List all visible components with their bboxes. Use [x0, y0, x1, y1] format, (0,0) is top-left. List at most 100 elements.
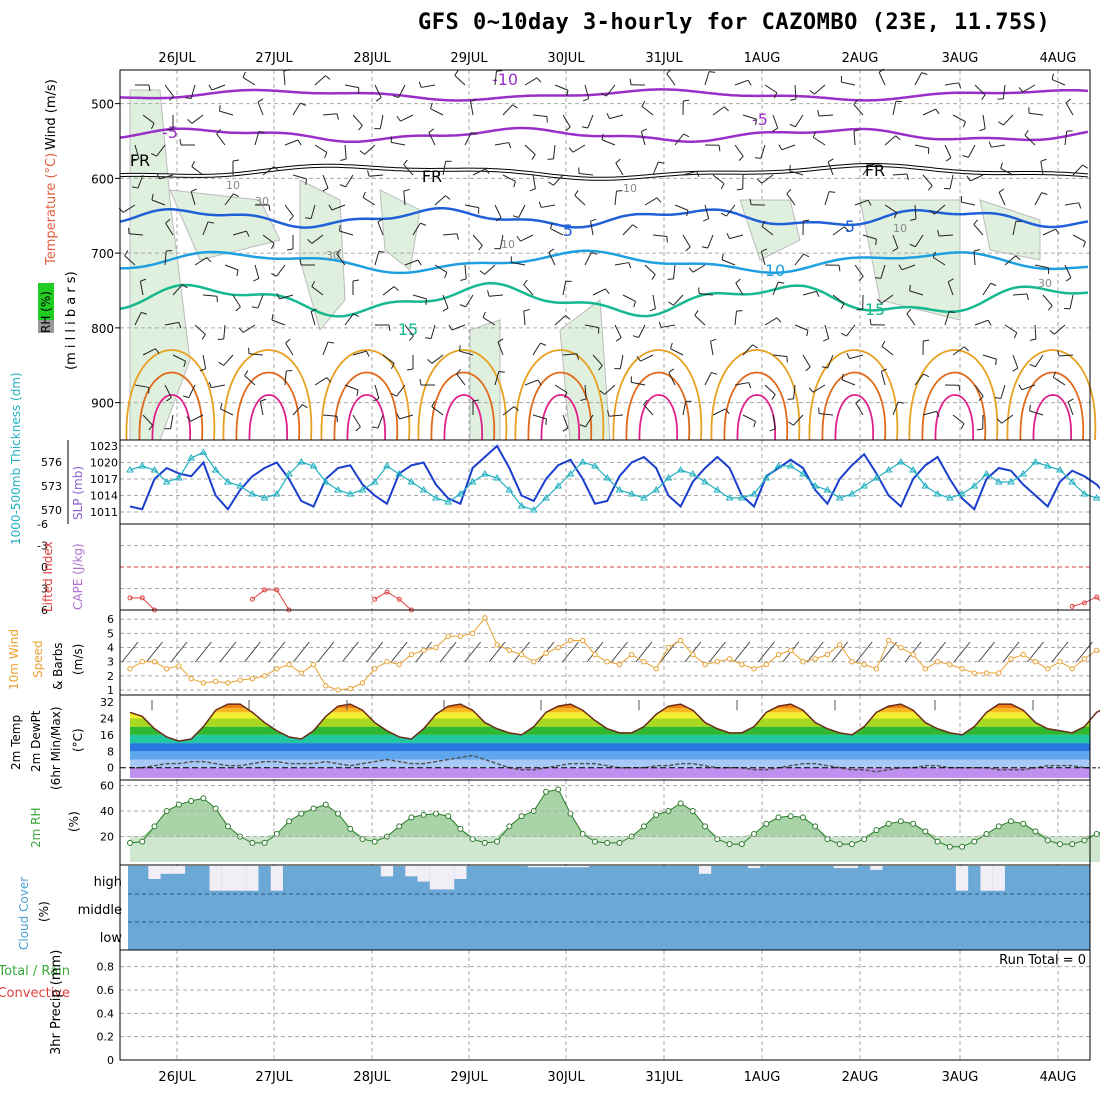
rh2m-point — [420, 811, 427, 818]
wind10-point — [604, 658, 610, 665]
wind-barb-flag — [508, 142, 512, 149]
wind-barb — [139, 281, 144, 296]
wind-barb — [734, 144, 744, 157]
contour-label: -5 — [162, 123, 178, 142]
wind-barb-flag — [391, 392, 397, 397]
wind-barb — [1064, 264, 1072, 278]
wind-barb — [550, 228, 564, 236]
wind-barb-flag — [182, 395, 190, 399]
wind-barb — [605, 84, 616, 97]
wind-barb-flag — [199, 368, 206, 372]
rh2m-point — [212, 805, 219, 812]
wind-barb — [134, 384, 149, 388]
upper-tick-label: 900 — [91, 397, 114, 411]
wind-barb — [314, 75, 326, 86]
wind-barb-flag — [761, 248, 768, 252]
date-label-bottom: 4AUG — [1040, 1070, 1077, 1085]
wind-barb — [472, 234, 483, 246]
wind-barb-flag — [179, 139, 182, 146]
thickness-point — [774, 462, 783, 469]
cloud-gap — [527, 866, 540, 868]
wind10-point — [1081, 656, 1088, 662]
wind-barb — [794, 324, 809, 331]
wind-barb-flag — [187, 118, 193, 124]
wind-barb — [1029, 112, 1044, 116]
temp2m-ylabel-2: 2m DewPt — [29, 710, 43, 772]
wind-barb — [352, 350, 367, 356]
rh-shade — [379, 189, 421, 271]
wind-barb — [914, 144, 929, 149]
wind-barb — [369, 174, 384, 177]
wind-barb-flag — [979, 128, 986, 132]
wind-barb-flag — [566, 90, 569, 97]
wind10-point — [176, 663, 182, 669]
wind10-barb — [488, 641, 506, 663]
wind-barb — [172, 354, 186, 362]
wind-barb — [878, 72, 886, 86]
wind-barb — [901, 264, 916, 271]
temp2m-ylabels: 2m Temp 2m DewPt (6hr Min/Max) (°C) — [9, 707, 85, 791]
wind-barb-flag — [285, 338, 291, 344]
wind10-ylabels: 10m Wind Speed (m/s) & Barbs — [7, 629, 85, 690]
wind-barb — [430, 108, 444, 116]
upper-tick-label: 600 — [91, 172, 114, 186]
wind-barb-flag — [359, 150, 365, 155]
wind-barb — [845, 324, 856, 337]
rh2m-point — [273, 830, 280, 837]
wind10-point — [164, 666, 170, 672]
wind-barb — [998, 192, 1006, 206]
rh2m-point — [506, 823, 513, 830]
wind-barb-flag — [388, 324, 391, 331]
wind-barb — [202, 294, 217, 297]
rh2m-point — [481, 839, 488, 846]
wind-barb-flag — [656, 197, 662, 203]
wind-barb — [451, 324, 466, 331]
thickness-point — [835, 494, 844, 501]
rh2m-point — [224, 823, 231, 830]
wind-barb — [604, 384, 616, 395]
wind-barb-flag — [754, 157, 761, 159]
wind-barb — [682, 401, 687, 416]
wind10-point — [763, 661, 769, 668]
cloud-gap — [576, 866, 589, 868]
wind-barb-flag — [407, 368, 414, 371]
wind-barb-flag — [718, 145, 721, 152]
precip-run-total: Run Total = 0 — [999, 953, 1086, 968]
wind-barb — [232, 294, 241, 308]
wind-barb — [194, 324, 206, 335]
wind-barb — [652, 161, 659, 176]
wind-barb-flag — [460, 278, 467, 281]
wind-barb — [262, 234, 275, 244]
wind-barb — [164, 84, 174, 97]
wind-barb-flag — [140, 311, 148, 315]
thickness-point — [321, 478, 330, 485]
wind-barb-flag — [628, 262, 632, 269]
precip-tick-label: 0.4 — [97, 1007, 115, 1020]
contour-loop — [248, 394, 288, 441]
wind-barb-flag — [694, 310, 699, 316]
wind-barb — [262, 166, 275, 176]
wind-barb-flag — [428, 128, 435, 133]
wind-barb — [1002, 114, 1014, 126]
contour-label: -5 — [752, 110, 768, 129]
wind-barb-flag — [271, 314, 274, 321]
thickness-point — [138, 462, 147, 469]
rh2m-point — [139, 838, 146, 845]
wind-barb — [742, 114, 757, 120]
wind-barb-flag — [1082, 164, 1088, 169]
wind-barb — [712, 174, 725, 185]
wind-barb-flag — [856, 308, 863, 311]
wind-barb — [459, 350, 474, 356]
rh2m-point — [286, 818, 293, 825]
wind-barb — [814, 84, 826, 95]
date-label-bottom: 2AUG — [842, 1070, 879, 1085]
wind-barb — [699, 293, 714, 296]
wind-barb-flag — [1015, 255, 1021, 260]
axis-labels: 26JUL 26JUL 27JUL 27JUL 28JUL 28JUL 29JUL 29JUL… — [158, 51, 1076, 1085]
wind-barb — [523, 284, 534, 296]
wind-barb-flag — [253, 278, 260, 282]
contour-loop — [723, 371, 788, 441]
wind-barb — [640, 354, 654, 362]
wind-barb — [502, 406, 515, 416]
wind10-barb — [170, 641, 188, 663]
